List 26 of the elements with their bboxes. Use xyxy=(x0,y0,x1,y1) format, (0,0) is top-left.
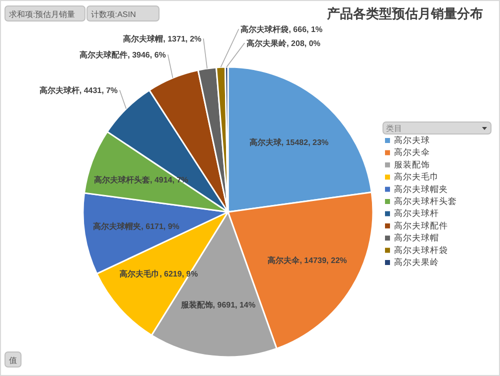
data-label: 高尔夫伞, 14739, 22% xyxy=(268,255,347,266)
data-label: 高尔夫球杆, 4431, 7% xyxy=(39,85,118,96)
legend-label: 高尔夫果岭 xyxy=(394,257,439,267)
legend-label: 高尔夫球 xyxy=(394,135,430,145)
data-label: 高尔夫球帽, 1371, 2% xyxy=(123,34,202,44)
data-label: 服装配饰, 9691, 14% xyxy=(180,300,256,310)
legend-title: 类目 xyxy=(382,122,492,134)
legend-label: 高尔夫球配件 xyxy=(394,220,448,230)
legend-label: 高尔夫球杆头套 xyxy=(394,196,457,206)
button: 计数项:ASIN xyxy=(86,6,160,22)
legend-label: 高尔夫球帽夹 xyxy=(394,184,448,194)
legend-label: 高尔夫球杆 xyxy=(394,208,439,218)
legend-label: 服装配饰 xyxy=(394,159,430,170)
legend-label: 高尔夫球杆袋 xyxy=(394,244,448,255)
data-label: 高尔夫果岭, 208, 0% xyxy=(246,38,320,48)
data-label: 高尔夫球杆袋, 666, 1% xyxy=(240,24,323,34)
data-label: 高尔夫球, 15482, 23% xyxy=(249,137,329,148)
data-label: 高尔夫球配件, 3946, 6% xyxy=(80,50,166,60)
button: 值 xyxy=(4,352,22,368)
legend-title: 类目 xyxy=(386,124,402,133)
legend-label: 高尔夫伞 xyxy=(394,147,430,158)
legend-label: 高尔夫毛巾 xyxy=(394,172,439,182)
data-label: 高尔夫球帽夹, 6171, 9% xyxy=(93,221,180,232)
button: 求和项:预估月销量 xyxy=(4,6,86,22)
chart-title: 产品各类型预估月销量分布 xyxy=(326,6,483,21)
legend-label: 高尔夫球帽 xyxy=(394,232,439,243)
